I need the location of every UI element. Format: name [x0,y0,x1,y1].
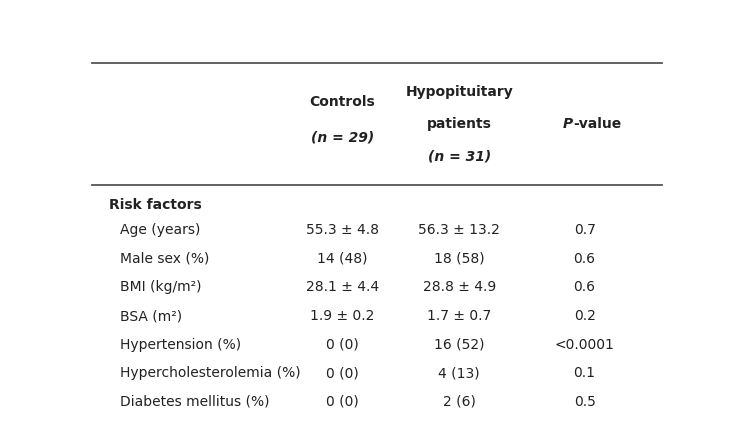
Text: P: P [563,117,573,131]
Text: -value: -value [573,117,622,131]
Text: Risk factors: Risk factors [109,197,201,211]
Text: BSA (m²): BSA (m²) [121,309,182,323]
Text: 0.7: 0.7 [573,224,595,237]
Text: 0 (0): 0 (0) [326,394,359,409]
Text: 0.5: 0.5 [573,394,595,409]
Text: BMI (kg/m²): BMI (kg/m²) [121,280,202,294]
Text: 14 (48): 14 (48) [318,252,368,266]
Text: 0.1: 0.1 [573,366,595,380]
Text: Diabetes mellitus (%): Diabetes mellitus (%) [121,394,270,409]
Text: 1.9 ± 0.2: 1.9 ± 0.2 [310,309,375,323]
Text: Male sex (%): Male sex (%) [121,252,209,266]
Text: patients: patients [427,117,492,131]
Text: (n = 31): (n = 31) [428,150,491,164]
Text: 56.3 ± 13.2: 56.3 ± 13.2 [418,224,501,237]
Text: Controls: Controls [309,95,376,109]
Text: 0.6: 0.6 [573,280,595,294]
Text: 4 (13): 4 (13) [439,366,480,380]
Text: Hypertension (%): Hypertension (%) [121,338,242,352]
Text: <0.0001: <0.0001 [555,338,614,352]
Text: 18 (58): 18 (58) [434,252,484,266]
Text: 0.6: 0.6 [573,252,595,266]
Text: 0 (0): 0 (0) [326,366,359,380]
Text: 16 (52): 16 (52) [434,338,484,352]
Text: 28.1 ± 4.4: 28.1 ± 4.4 [306,280,379,294]
Text: Hypercholesterolemia (%): Hypercholesterolemia (%) [121,366,301,380]
Text: 1.7 ± 0.7: 1.7 ± 0.7 [427,309,492,323]
Text: 55.3 ± 4.8: 55.3 ± 4.8 [306,224,379,237]
Text: Age (years): Age (years) [121,224,201,237]
Text: 0.2: 0.2 [573,309,595,323]
Text: (n = 29): (n = 29) [311,130,374,144]
Text: Hypopituitary: Hypopituitary [406,85,513,99]
Text: 28.8 ± 4.9: 28.8 ± 4.9 [423,280,496,294]
Text: 0 (0): 0 (0) [326,338,359,352]
Text: 2 (6): 2 (6) [443,394,476,409]
